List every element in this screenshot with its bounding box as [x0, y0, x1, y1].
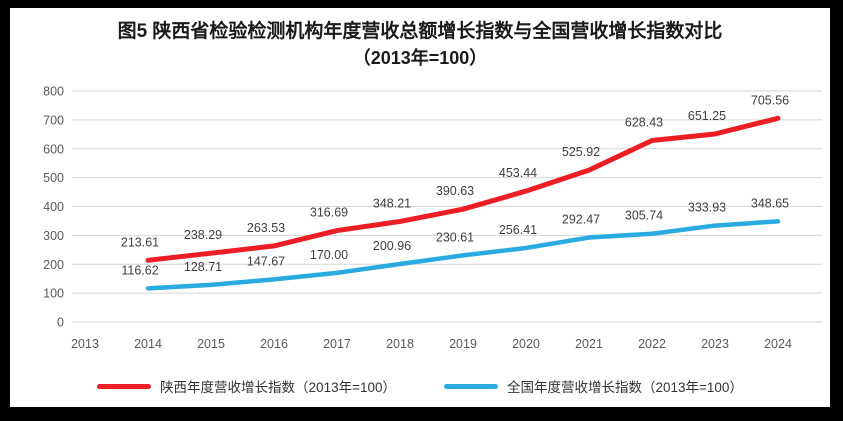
- data-label: 628.43: [625, 116, 663, 130]
- y-axis-tick-label: 200: [43, 258, 64, 272]
- data-label: 116.62: [121, 263, 158, 277]
- data-label: 256.41: [499, 223, 537, 237]
- data-label: 128.71: [184, 260, 222, 274]
- y-axis-tick-label: 400: [43, 200, 64, 214]
- chart-title-line2: （2013年=100）: [352, 48, 488, 68]
- data-label: 333.93: [688, 201, 726, 215]
- series-labels-0: 213.61 238.29 263.53 316.69 348.21 390.63 453.…: [121, 93, 789, 249]
- y-axis-tick-label: 300: [43, 229, 64, 243]
- data-label: 200.96: [373, 239, 411, 253]
- x-axis-tick-label: 2016: [260, 337, 288, 351]
- x-axis-tick-label: 2013: [71, 337, 99, 351]
- series-line-1: [145, 219, 781, 291]
- series-line-0: [145, 115, 781, 263]
- x-axis-tick-label: 2022: [638, 337, 666, 351]
- data-label: 292.47: [562, 213, 600, 227]
- data-label: 305.74: [625, 209, 663, 223]
- x-axis-tick-label: 2021: [575, 337, 603, 351]
- legend-label: 全国年度营收增长指数（2013年=100）: [507, 380, 743, 395]
- data-label: 348.65: [751, 196, 789, 210]
- data-label: 316.69: [310, 206, 348, 220]
- legend-line-swatch: [444, 383, 498, 389]
- series-labels-1: 116.62 128.71 147.67 170.00 200.96 230.61 256.…: [121, 196, 789, 277]
- legend-item-0: 陕西年度营收增长指数（2013年=100）: [97, 376, 396, 396]
- chart-title: 图5 陕西省检验检测机构年度营收总额增长指数与全国营收增长指数对比 （2013年…: [10, 8, 830, 71]
- x-axis-tick-label: 2014: [134, 337, 162, 351]
- data-label: 525.92: [562, 145, 600, 159]
- data-label: 263.53: [247, 221, 285, 235]
- y-axis-tick-label: 100: [43, 287, 64, 301]
- grid-and-yaxis: 0 100 200 300 400 500 600 700 800: [43, 85, 822, 330]
- chart-legend: 陕西年度营收增长指数（2013年=100） 全国年度营收增长指数（2013年=10…: [10, 373, 830, 399]
- data-label: 453.44: [499, 166, 537, 180]
- x-axis-tick-label: 2015: [197, 337, 225, 351]
- data-label: 705.56: [751, 93, 789, 107]
- chart-title-line1: 图5 陕西省检验检测机构年度营收总额增长指数与全国营收增长指数对比: [117, 21, 723, 42]
- chart-panel: 图5 陕西省检验检测机构年度营收总额增长指数与全国营收增长指数对比 （2013年…: [10, 8, 830, 407]
- x-axis-tick-label: 2019: [449, 337, 477, 351]
- x-axis-tick-label: 2017: [323, 337, 351, 351]
- x-axis-tick-label: 2018: [386, 337, 414, 351]
- data-label: 147.67: [247, 254, 285, 268]
- y-axis-tick-label: 800: [43, 85, 64, 99]
- legend-item-1: 全国年度营收增长指数（2013年=100）: [444, 376, 743, 396]
- y-axis-tick-label: 500: [43, 171, 64, 185]
- y-axis-tick-label: 0: [57, 316, 64, 330]
- data-label: 348.21: [373, 196, 411, 210]
- y-axis-tick-label: 700: [43, 113, 64, 127]
- data-label: 390.63: [436, 184, 474, 198]
- legend-label: 陕西年度营收增长指数（2013年=100）: [160, 380, 396, 395]
- x-axis-tick-label: 2023: [701, 337, 729, 351]
- data-label: 170.00: [310, 248, 348, 262]
- data-label: 213.61: [121, 235, 159, 249]
- x-axis: 2013 2014 2015 2016 2017 2018 2019 2020 2021 2022…: [71, 337, 792, 351]
- data-label: 230.61: [436, 230, 474, 244]
- data-label: 238.29: [184, 228, 222, 242]
- x-axis-tick-label: 2024: [764, 337, 792, 351]
- y-axis-tick-label: 600: [43, 142, 64, 156]
- legend-line-swatch: [97, 383, 152, 389]
- data-label: 651.25: [688, 109, 726, 123]
- x-axis-tick-label: 2020: [512, 337, 540, 351]
